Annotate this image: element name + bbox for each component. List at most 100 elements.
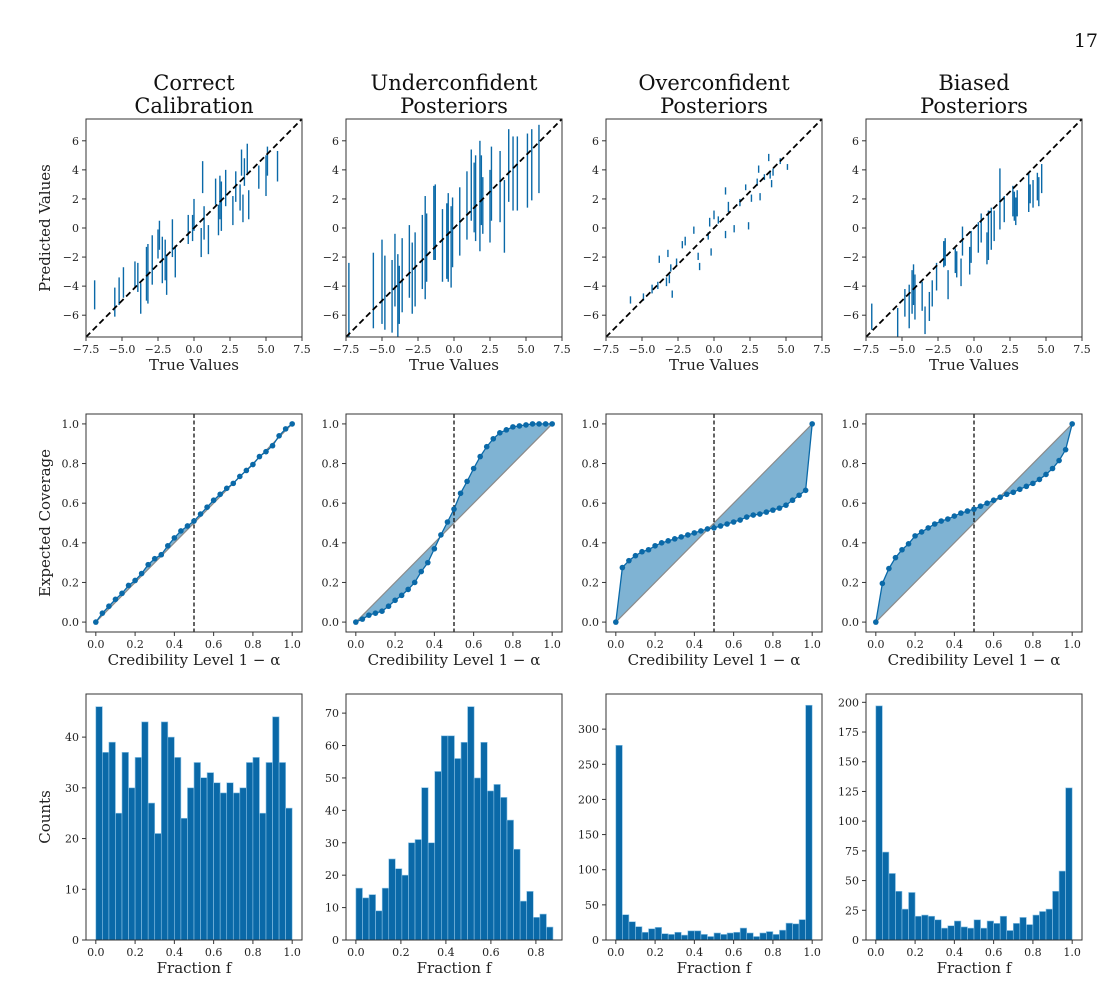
y-tick-label: 70	[325, 707, 339, 720]
axes-frame	[345, 413, 563, 633]
coverage-point	[931, 521, 938, 527]
x-tick-label: 0.0	[607, 638, 625, 651]
coverage-point	[905, 541, 912, 547]
axes-frame	[85, 693, 303, 941]
x-tick-label: −5.0	[629, 343, 656, 356]
x-tick-label: 0.2	[126, 946, 144, 959]
histogram-bar	[401, 874, 409, 940]
coverage-point	[632, 552, 639, 559]
coverage-point	[243, 467, 250, 474]
histogram-bar	[1039, 911, 1047, 940]
y-tick-label: 100	[578, 864, 599, 877]
x-tick-label: −2.5	[145, 343, 172, 356]
y-tick-label: 0	[852, 222, 859, 235]
histogram-bar	[219, 792, 228, 940]
y-tick-label: 0.6	[842, 497, 860, 510]
x-tick-label: 0.4	[426, 638, 444, 651]
coverage-point	[879, 580, 886, 587]
y-tick-label: 0	[592, 222, 599, 235]
coverage-point	[945, 516, 951, 522]
histogram-bar	[1012, 923, 1021, 940]
x-tick-label: 5.0	[777, 343, 795, 356]
coverage-point	[1069, 421, 1075, 427]
x-tick-label: −5.0	[109, 343, 136, 356]
x-tick-label: 5.0	[1037, 343, 1055, 356]
histogram-bar	[259, 812, 267, 940]
histogram-bar	[160, 721, 169, 940]
histogram-bar	[526, 891, 534, 940]
y-tick-label: 1.0	[322, 418, 340, 431]
histogram-bar	[648, 928, 656, 940]
histogram-bar	[174, 757, 182, 940]
y-tick-label: 100	[838, 815, 859, 828]
coverage-point	[796, 492, 802, 499]
coverage-point	[757, 511, 763, 517]
coverage-point	[1010, 489, 1017, 496]
y-tick-label: 2	[852, 193, 859, 206]
coverage-point	[523, 422, 529, 428]
y-tick-label: 4	[592, 164, 599, 177]
y-tick-label: 0.2	[842, 576, 860, 589]
y-tick-label: 0.2	[62, 576, 80, 589]
coverage-point	[892, 554, 899, 561]
histogram-bar	[993, 923, 1001, 940]
x-tick-label: 0.6	[725, 638, 743, 651]
y-tick-label: 4	[852, 164, 859, 177]
x-tick-label: 0.2	[906, 638, 924, 651]
y-tick-label: 4	[332, 164, 339, 177]
y-tick-label: 0.0	[62, 616, 80, 629]
coverage-point	[730, 519, 737, 525]
x-tick-label: 2.5	[1001, 343, 1019, 356]
subplot-title: Underconfident	[371, 71, 538, 95]
x-tick-label: 1.0	[283, 946, 301, 959]
coverage-point	[698, 528, 704, 534]
coverage-point	[717, 523, 724, 529]
histogram-bar	[752, 936, 761, 940]
x-tick-label: −7.5	[593, 343, 620, 356]
histogram-bar	[473, 777, 482, 940]
histogram-bar	[999, 915, 1008, 940]
histogram-bar	[193, 762, 201, 940]
ideal-line	[875, 423, 1073, 623]
y-tick-label: −4	[583, 280, 599, 293]
x-tick-label: 0.6	[725, 946, 743, 959]
histogram-bar	[661, 933, 669, 940]
ideal-line	[355, 423, 553, 623]
y-tick-label: 0	[72, 222, 79, 235]
y-tick-label: 0.4	[582, 537, 600, 550]
coverage-point	[678, 534, 685, 540]
coverage-point	[106, 603, 112, 610]
y-tick-label: −4	[63, 280, 79, 293]
coverage-point	[256, 453, 263, 460]
x-tick-label: 0.0	[87, 946, 105, 959]
identity-line	[86, 119, 302, 337]
y-tick-label: 175	[838, 726, 859, 739]
coverage-point	[1017, 486, 1023, 493]
histogram-bar	[895, 890, 903, 940]
x-tick-label: 0.4	[686, 638, 704, 651]
x-tick-label: 0.0	[705, 343, 723, 356]
y-tick-label: −2	[583, 251, 599, 264]
coverage-point	[178, 528, 184, 534]
x-tick-label: 0.2	[126, 638, 144, 651]
coverage-point	[385, 603, 392, 610]
histogram-bar	[441, 735, 449, 940]
x-tick-label: 1.0	[543, 638, 561, 651]
histogram-bar	[232, 792, 241, 940]
coverage-point	[1049, 465, 1056, 472]
x-tick-label: 0.2	[646, 638, 664, 651]
y-tick-label: 50	[845, 875, 859, 888]
coverage-point	[977, 503, 984, 509]
coverage-point	[809, 421, 815, 427]
coverage-point	[99, 610, 106, 616]
histogram-bar	[134, 757, 142, 940]
x-axis-label: True Values	[149, 356, 239, 374]
histogram-bar	[680, 934, 689, 940]
y-tick-label: 2	[592, 193, 599, 206]
coverage-point	[119, 590, 125, 597]
histogram-bar	[1019, 917, 1027, 940]
x-tick-label: 0.4	[946, 946, 964, 959]
x-tick-label: −7.5	[333, 343, 360, 356]
coverage-point	[951, 513, 958, 519]
